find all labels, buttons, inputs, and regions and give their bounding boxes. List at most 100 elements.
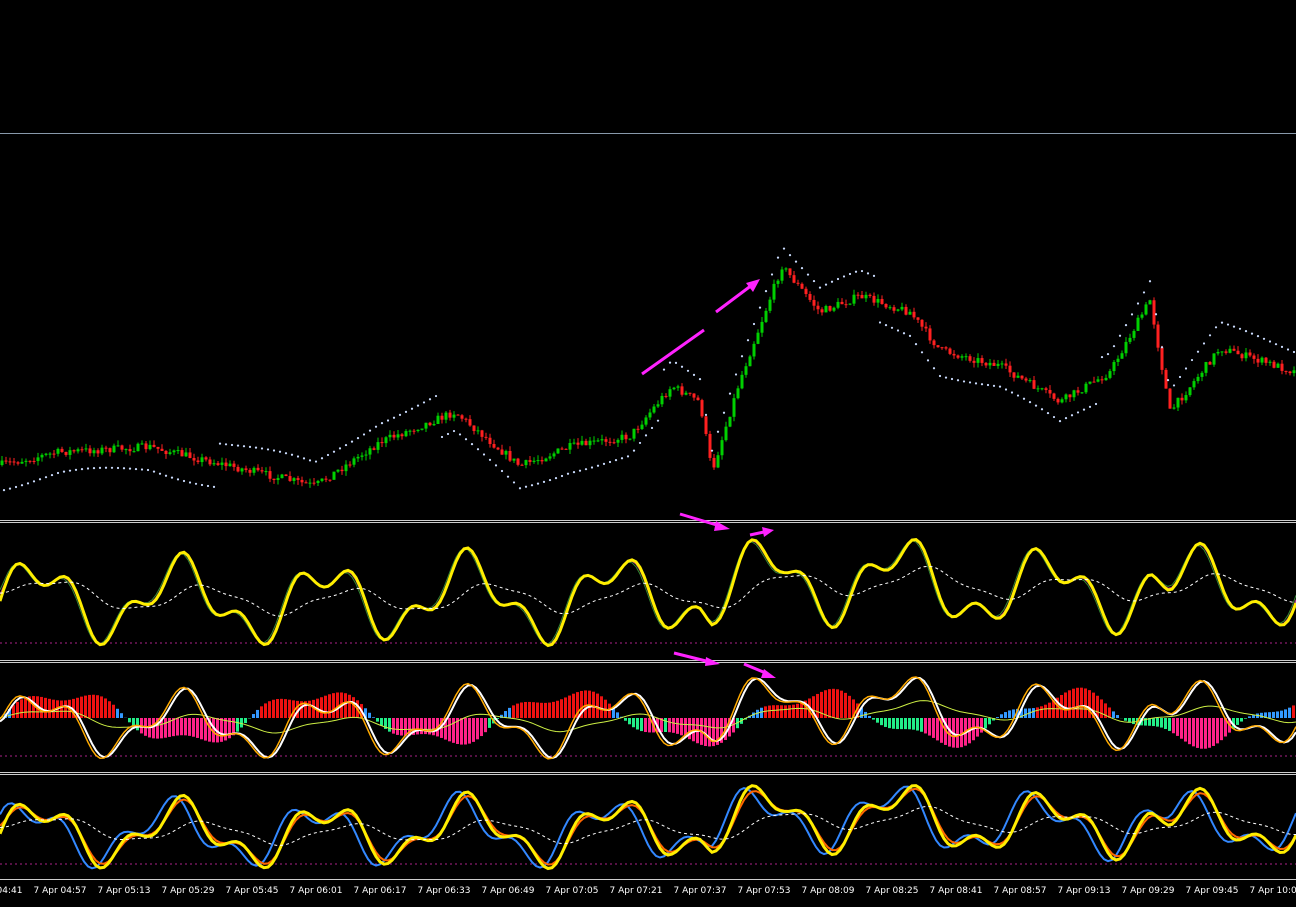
candle-body (836, 301, 840, 308)
candle-body (424, 422, 428, 429)
candle-body (604, 439, 608, 442)
candle-body (1168, 388, 1172, 409)
sar-dot (452, 429, 456, 433)
sar-dot (674, 361, 678, 364)
histogram-bar (244, 718, 247, 724)
time-label: 7 Apr 06:33 (418, 886, 471, 896)
candle-body (188, 452, 192, 459)
histogram-bar (1176, 718, 1179, 736)
sar-dot (578, 469, 582, 472)
histogram-bar (300, 701, 303, 718)
sar-dot (1196, 350, 1200, 353)
histogram-bar (408, 718, 411, 736)
histogram-bar (1288, 707, 1291, 718)
sar-dot (470, 443, 474, 446)
histogram-bar (1052, 700, 1055, 718)
histogram-bar (296, 700, 299, 718)
histogram-bar (1104, 703, 1107, 718)
candle-body (348, 464, 352, 466)
histogram-bar (96, 695, 99, 718)
candle-body (668, 389, 672, 397)
sar-dot (26, 482, 30, 485)
histogram-bar (828, 689, 831, 718)
histogram-bar (640, 718, 643, 732)
sar-dot (1118, 334, 1122, 337)
histogram-bar (1164, 718, 1167, 730)
arrow (749, 530, 765, 537)
sar-dot (1208, 334, 1212, 337)
sar-dot (146, 468, 150, 472)
candle-body (244, 468, 248, 470)
candle-body (1140, 314, 1144, 318)
sar-dot (764, 290, 768, 293)
histogram-bar (920, 718, 923, 732)
sar-dot (290, 453, 294, 456)
sar-dot (554, 477, 558, 480)
histogram-bar (908, 718, 911, 730)
histogram-bar (804, 700, 807, 718)
histogram-bar (880, 718, 883, 726)
histogram-bar (452, 718, 455, 743)
candle-body (1012, 372, 1016, 378)
histogram-bar (832, 688, 835, 718)
histogram-bar (860, 707, 863, 718)
candle-body (804, 288, 808, 295)
candle-body (848, 303, 852, 305)
candle-body (480, 430, 484, 437)
sar-dot (908, 334, 912, 337)
histogram-bar (644, 718, 647, 733)
candle-body (436, 415, 440, 424)
histogram-bar (932, 718, 935, 738)
histogram-bar (1132, 718, 1135, 725)
candle-body (200, 457, 204, 463)
histogram-bar (284, 699, 287, 718)
histogram-bar (308, 700, 311, 718)
candle-body (128, 449, 132, 452)
candle-body (336, 469, 340, 472)
histogram-bar (836, 689, 839, 718)
sar-dot (590, 466, 594, 469)
candle-body (1236, 350, 1240, 355)
histogram-bar (1168, 718, 1171, 731)
sar-dot (1004, 388, 1008, 391)
candle-body (648, 412, 652, 418)
candle-body (944, 347, 948, 349)
histogram-bar (892, 718, 895, 729)
sar-dot (194, 482, 198, 485)
sar-dot (224, 443, 228, 446)
candle-body (588, 440, 592, 446)
histogram-bar (956, 718, 959, 748)
candle-body (532, 460, 536, 462)
candle-body (1172, 407, 1176, 409)
candle-body (484, 436, 488, 438)
candle-body (1052, 393, 1056, 399)
histogram-bar (64, 700, 67, 718)
sar-dot (1142, 291, 1146, 294)
candle-body (240, 468, 244, 472)
sar-dot (542, 480, 546, 483)
histogram-bar (48, 698, 51, 718)
candle-body (24, 460, 28, 462)
histogram-bar (544, 702, 547, 718)
sar-dot (686, 369, 690, 372)
candle-body (1192, 381, 1196, 388)
histogram-bar (128, 718, 131, 723)
candle-body (368, 448, 372, 455)
candle-body (832, 307, 836, 311)
candle-body (1096, 379, 1100, 382)
histogram-bar (1268, 712, 1271, 718)
histogram-bar (132, 718, 135, 727)
histogram-bar (380, 718, 383, 726)
histogram-bar (820, 691, 823, 718)
candle-body (1276, 363, 1280, 368)
sar-dot (344, 443, 348, 447)
candle-body (388, 434, 392, 438)
candle-body (548, 456, 552, 459)
candle-body (612, 442, 616, 444)
candle-body (76, 449, 80, 452)
candle-body (740, 374, 744, 389)
histogram-bar (76, 697, 79, 718)
histogram-bar (1216, 718, 1219, 744)
sar-dot (1076, 411, 1080, 414)
histogram-bar (1100, 699, 1103, 718)
